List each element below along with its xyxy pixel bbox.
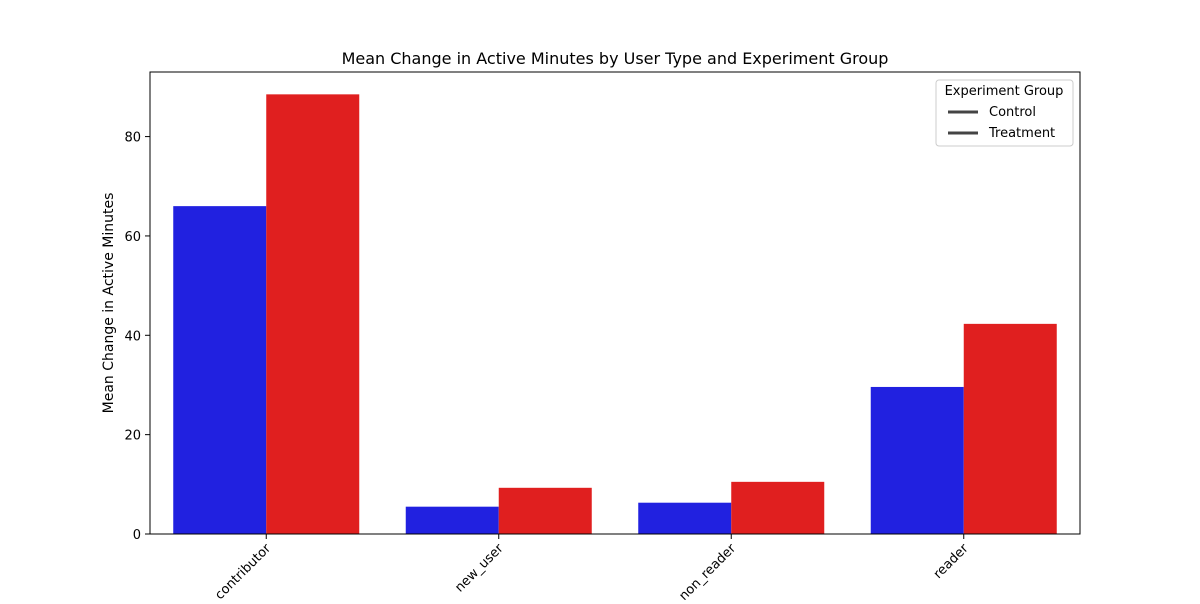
bar-control-reader <box>870 386 964 534</box>
y-tick-label: 60 <box>124 230 141 245</box>
y-tick-label: 80 <box>124 131 141 146</box>
y-axis: 0 20 40 60 80 <box>124 131 150 543</box>
y-axis-label: Mean Change in Active Minutes <box>101 193 117 414</box>
legend-label-treatment: Treatment <box>988 126 1055 141</box>
legend: Experiment Group Control Treatment <box>935 79 1074 147</box>
bar-treatment-contributor <box>266 94 360 534</box>
bar-treatment-non_reader <box>731 481 825 534</box>
bar-control-contributor <box>173 206 267 534</box>
bars-layer <box>173 94 1057 534</box>
plot-frame <box>149 71 1081 535</box>
chart-title: Mean Change in Active Minutes by User Ty… <box>342 49 889 68</box>
legend-box <box>935 79 1074 147</box>
legend-label-control: Control <box>989 105 1036 120</box>
y-tick-label: 0 <box>133 528 141 543</box>
bar-treatment-reader <box>963 323 1057 534</box>
y-tick-label: 40 <box>124 329 141 344</box>
bar-control-new_user <box>405 506 499 534</box>
bar-control-non_reader <box>638 502 732 534</box>
bar-treatment-new_user <box>498 487 592 534</box>
y-tick-label: 20 <box>124 429 141 444</box>
legend-title: Experiment Group <box>945 84 1064 99</box>
